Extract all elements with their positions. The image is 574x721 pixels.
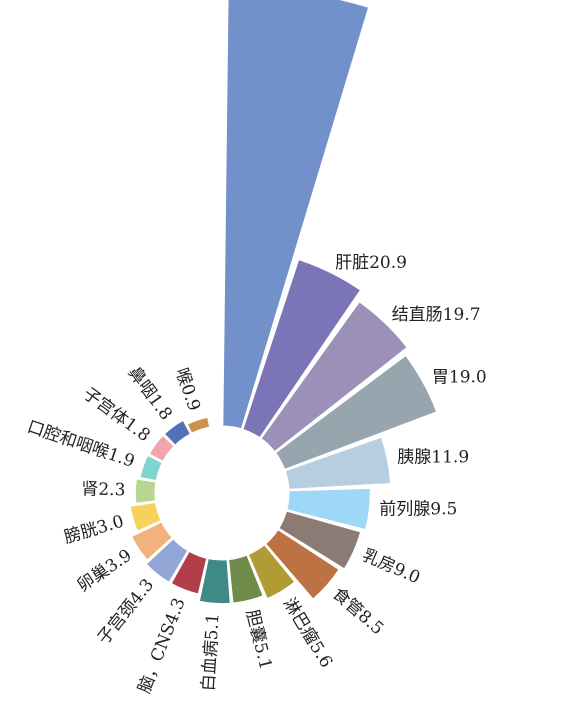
bar-18	[148, 434, 175, 463]
bar-label-16: 肾2.3	[81, 479, 125, 500]
bar-15	[129, 501, 162, 532]
bar-13	[145, 538, 189, 583]
bar-label-8: 食管8.5	[328, 584, 387, 639]
bar-10	[228, 554, 264, 604]
bar-16	[134, 478, 157, 504]
bar-7	[278, 510, 362, 570]
bar-label-10: 胆囊5.1	[241, 608, 275, 672]
bar-label-5: 胰腺11.9	[397, 448, 469, 468]
bar-label-15: 膀胱3.0	[62, 512, 126, 548]
bar-label-13: 子宫颈4.3	[94, 575, 158, 648]
bar-5	[284, 436, 392, 490]
bar-9	[247, 544, 296, 600]
bar-2	[242, 258, 362, 439]
bar-17	[139, 454, 163, 482]
bar-label-6: 前列腺9.5	[379, 500, 457, 520]
bar-11	[198, 557, 231, 605]
bar-label-12: 脑，CNS4.3	[135, 595, 190, 696]
bar-14	[130, 521, 173, 561]
bar-3	[260, 301, 408, 453]
bar-label-4: 胃19.0	[432, 367, 487, 387]
bar-4	[274, 354, 438, 470]
bar-19	[163, 419, 192, 446]
bar-label-2: 肝脏20.9	[335, 253, 407, 273]
bar-label-3: 结直肠19.7	[392, 305, 481, 325]
bar-12	[170, 550, 208, 595]
bar-20	[186, 416, 211, 434]
bar-label-7: 乳房9.0	[359, 545, 423, 588]
bar-label-9: 淋巴瘤5.6	[279, 594, 337, 671]
bar-6	[286, 487, 371, 531]
bar-label-11: 白血病5.1	[199, 613, 224, 692]
bar-label-20: 喉0.9	[171, 366, 204, 414]
bar-8	[264, 528, 340, 600]
bar-label-14: 卵巢3.9	[74, 546, 136, 597]
bar-1	[222, 0, 370, 430]
